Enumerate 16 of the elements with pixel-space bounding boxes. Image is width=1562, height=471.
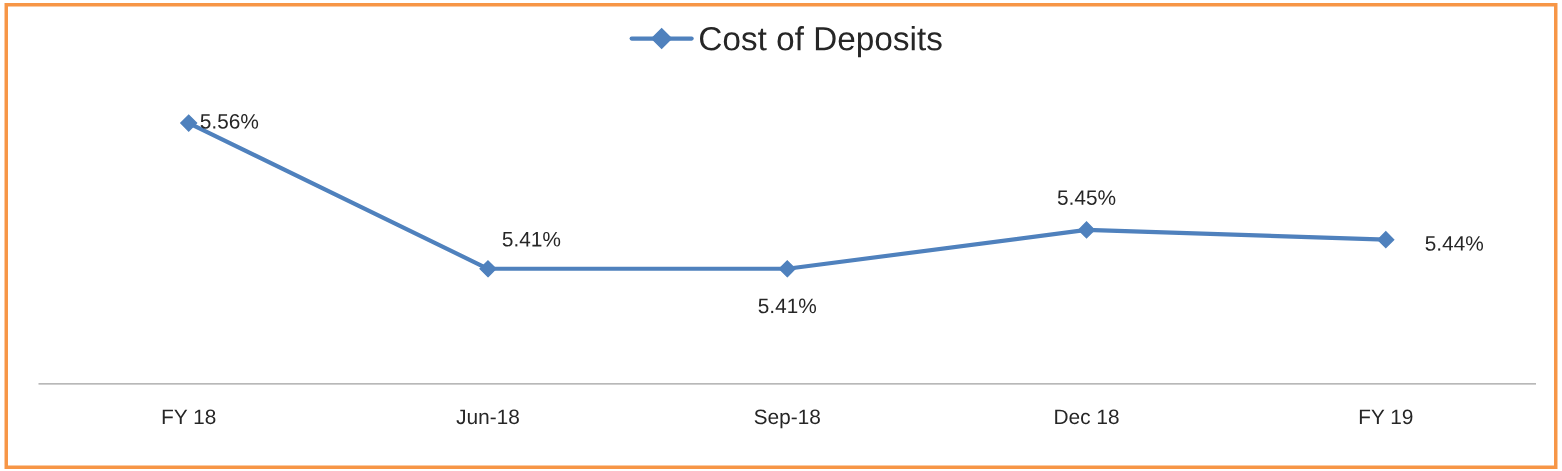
point bbox=[1077, 221, 1096, 239]
x-tick-label: Jun-18 bbox=[456, 409, 519, 425]
x-tick-label: Dec 18 bbox=[1055, 409, 1119, 425]
data-label: 5.41% bbox=[758, 298, 817, 314]
point bbox=[778, 260, 796, 278]
point bbox=[479, 260, 497, 278]
x-tick-label: FY 19 bbox=[1359, 409, 1413, 425]
x-tick-label: FY 18 bbox=[162, 409, 216, 425]
x-tick-label: Sep-18 bbox=[754, 409, 820, 429]
legend-label: Cost of Deposits bbox=[700, 26, 942, 58]
point bbox=[1377, 231, 1395, 249]
point bbox=[180, 114, 198, 132]
data-label: 5.44% bbox=[1425, 236, 1484, 251]
data-label: 5.56% bbox=[200, 113, 259, 129]
data-label: 5.41% bbox=[502, 231, 561, 247]
data-label: 5.45% bbox=[1057, 190, 1116, 205]
